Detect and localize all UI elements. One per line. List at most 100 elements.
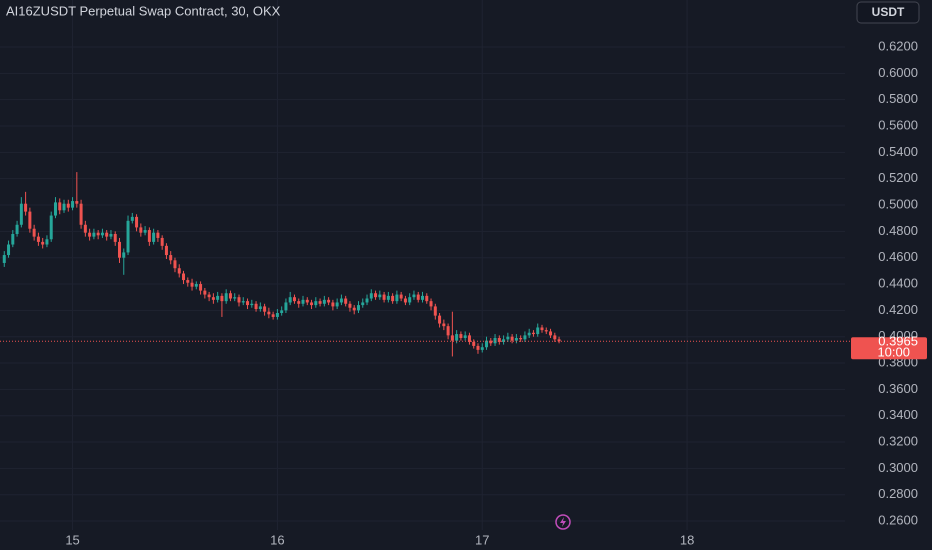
candles (2, 172, 561, 357)
candle-body (139, 227, 143, 233)
candle-body (497, 338, 501, 342)
y-tick-label: 0.5600 (878, 117, 918, 132)
y-tick-label: 0.3200 (878, 433, 918, 448)
candle-body (105, 232, 109, 237)
candle-body (126, 220, 130, 253)
chart-title: AI16ZUSDT Perpetual Swap Contract, 30, O… (6, 3, 281, 18)
y-tick-label: 0.2800 (878, 486, 918, 501)
x-tick-label: 18 (680, 532, 694, 547)
x-tick-label: 15 (65, 532, 79, 547)
y-tick-label: 0.6000 (878, 65, 918, 80)
y-tick-label: 0.4800 (878, 223, 918, 238)
last-price-label: 0.3965 (878, 334, 918, 349)
y-tick-label: 0.3000 (878, 460, 918, 475)
candle-body (211, 297, 215, 300)
candle-body (203, 290, 207, 295)
candle-body (147, 230, 151, 242)
candle-body (2, 255, 6, 263)
candle-body (224, 293, 228, 302)
currency-button[interactable] (856, 1, 920, 24)
candle-body (88, 232, 92, 237)
candle-body (348, 303, 352, 308)
candle-body (53, 202, 57, 216)
candle-body (49, 215, 53, 240)
candle-body (271, 314, 275, 317)
candle-body (164, 245, 168, 256)
candle-body (540, 327, 544, 331)
y-tick-label: 0.3400 (878, 407, 918, 422)
candle-body (100, 232, 104, 236)
currency-label[interactable]: USDT (872, 5, 905, 19)
candle-body (382, 294, 386, 300)
candle-body (297, 301, 301, 304)
candle-body (275, 312, 279, 317)
candle-body (7, 244, 11, 256)
candle-body (263, 306, 267, 312)
candle-body (335, 302, 339, 307)
x-tick-label: 16 (270, 532, 284, 547)
candle-body (489, 340, 493, 344)
candle-body (156, 232, 160, 238)
candle-body (173, 260, 177, 269)
candle-body (169, 255, 173, 261)
candle-body (519, 338, 523, 340)
candle-body (374, 293, 378, 298)
candle-body (416, 294, 420, 300)
candle-body (318, 301, 322, 304)
candle-body (425, 295, 429, 302)
candle-body (485, 340, 489, 348)
candle-body (467, 335, 471, 342)
candle-body (258, 306, 262, 310)
candle-body (433, 306, 437, 316)
candle-body (378, 294, 382, 298)
candle-body (71, 201, 75, 208)
candle-body (459, 334, 463, 339)
lightning-icon[interactable] (555, 514, 571, 530)
candle-body (288, 297, 292, 303)
candle-body (130, 216, 134, 221)
y-tick-label: 0.5000 (878, 196, 918, 211)
candle-body (463, 335, 467, 339)
candle-body (361, 302, 365, 306)
candle-body (11, 233, 15, 245)
candle-body (199, 284, 203, 291)
candle-body (190, 282, 194, 287)
candle-body (186, 280, 190, 283)
candle-body (237, 297, 241, 303)
candle-body (135, 216, 139, 228)
candle-body (75, 201, 79, 204)
candle-body (267, 311, 271, 315)
candle-body (472, 341, 476, 346)
candle-body (531, 332, 535, 335)
y-tick-label: 0.2600 (878, 512, 918, 527)
candle-body (301, 299, 305, 304)
candle-body (446, 326, 450, 336)
candle-body (207, 294, 211, 298)
candle-body (408, 297, 412, 303)
candle-body (83, 224, 87, 233)
candle-body (314, 301, 318, 306)
candle-body (421, 295, 424, 300)
candle-body (246, 301, 250, 306)
candle-body (506, 336, 510, 340)
candle-body (177, 268, 181, 274)
candle-body (228, 293, 232, 299)
candle-body (113, 233, 117, 242)
countdown-label: 10:00 (877, 345, 910, 360)
candle-body (284, 302, 288, 311)
candle-body (557, 339, 561, 342)
candle-body (399, 294, 403, 299)
candle-body (122, 252, 126, 258)
candle-body (117, 241, 121, 258)
last-price-box (851, 337, 927, 360)
candle-body (96, 232, 100, 236)
candle-body (403, 298, 407, 303)
candle-body (36, 236, 40, 242)
y-tick-label: 0.3600 (878, 381, 918, 396)
candle-body (536, 327, 540, 335)
candle-body (327, 299, 331, 303)
candle-body (62, 203, 66, 211)
y-tick-label: 0.5200 (878, 170, 918, 185)
